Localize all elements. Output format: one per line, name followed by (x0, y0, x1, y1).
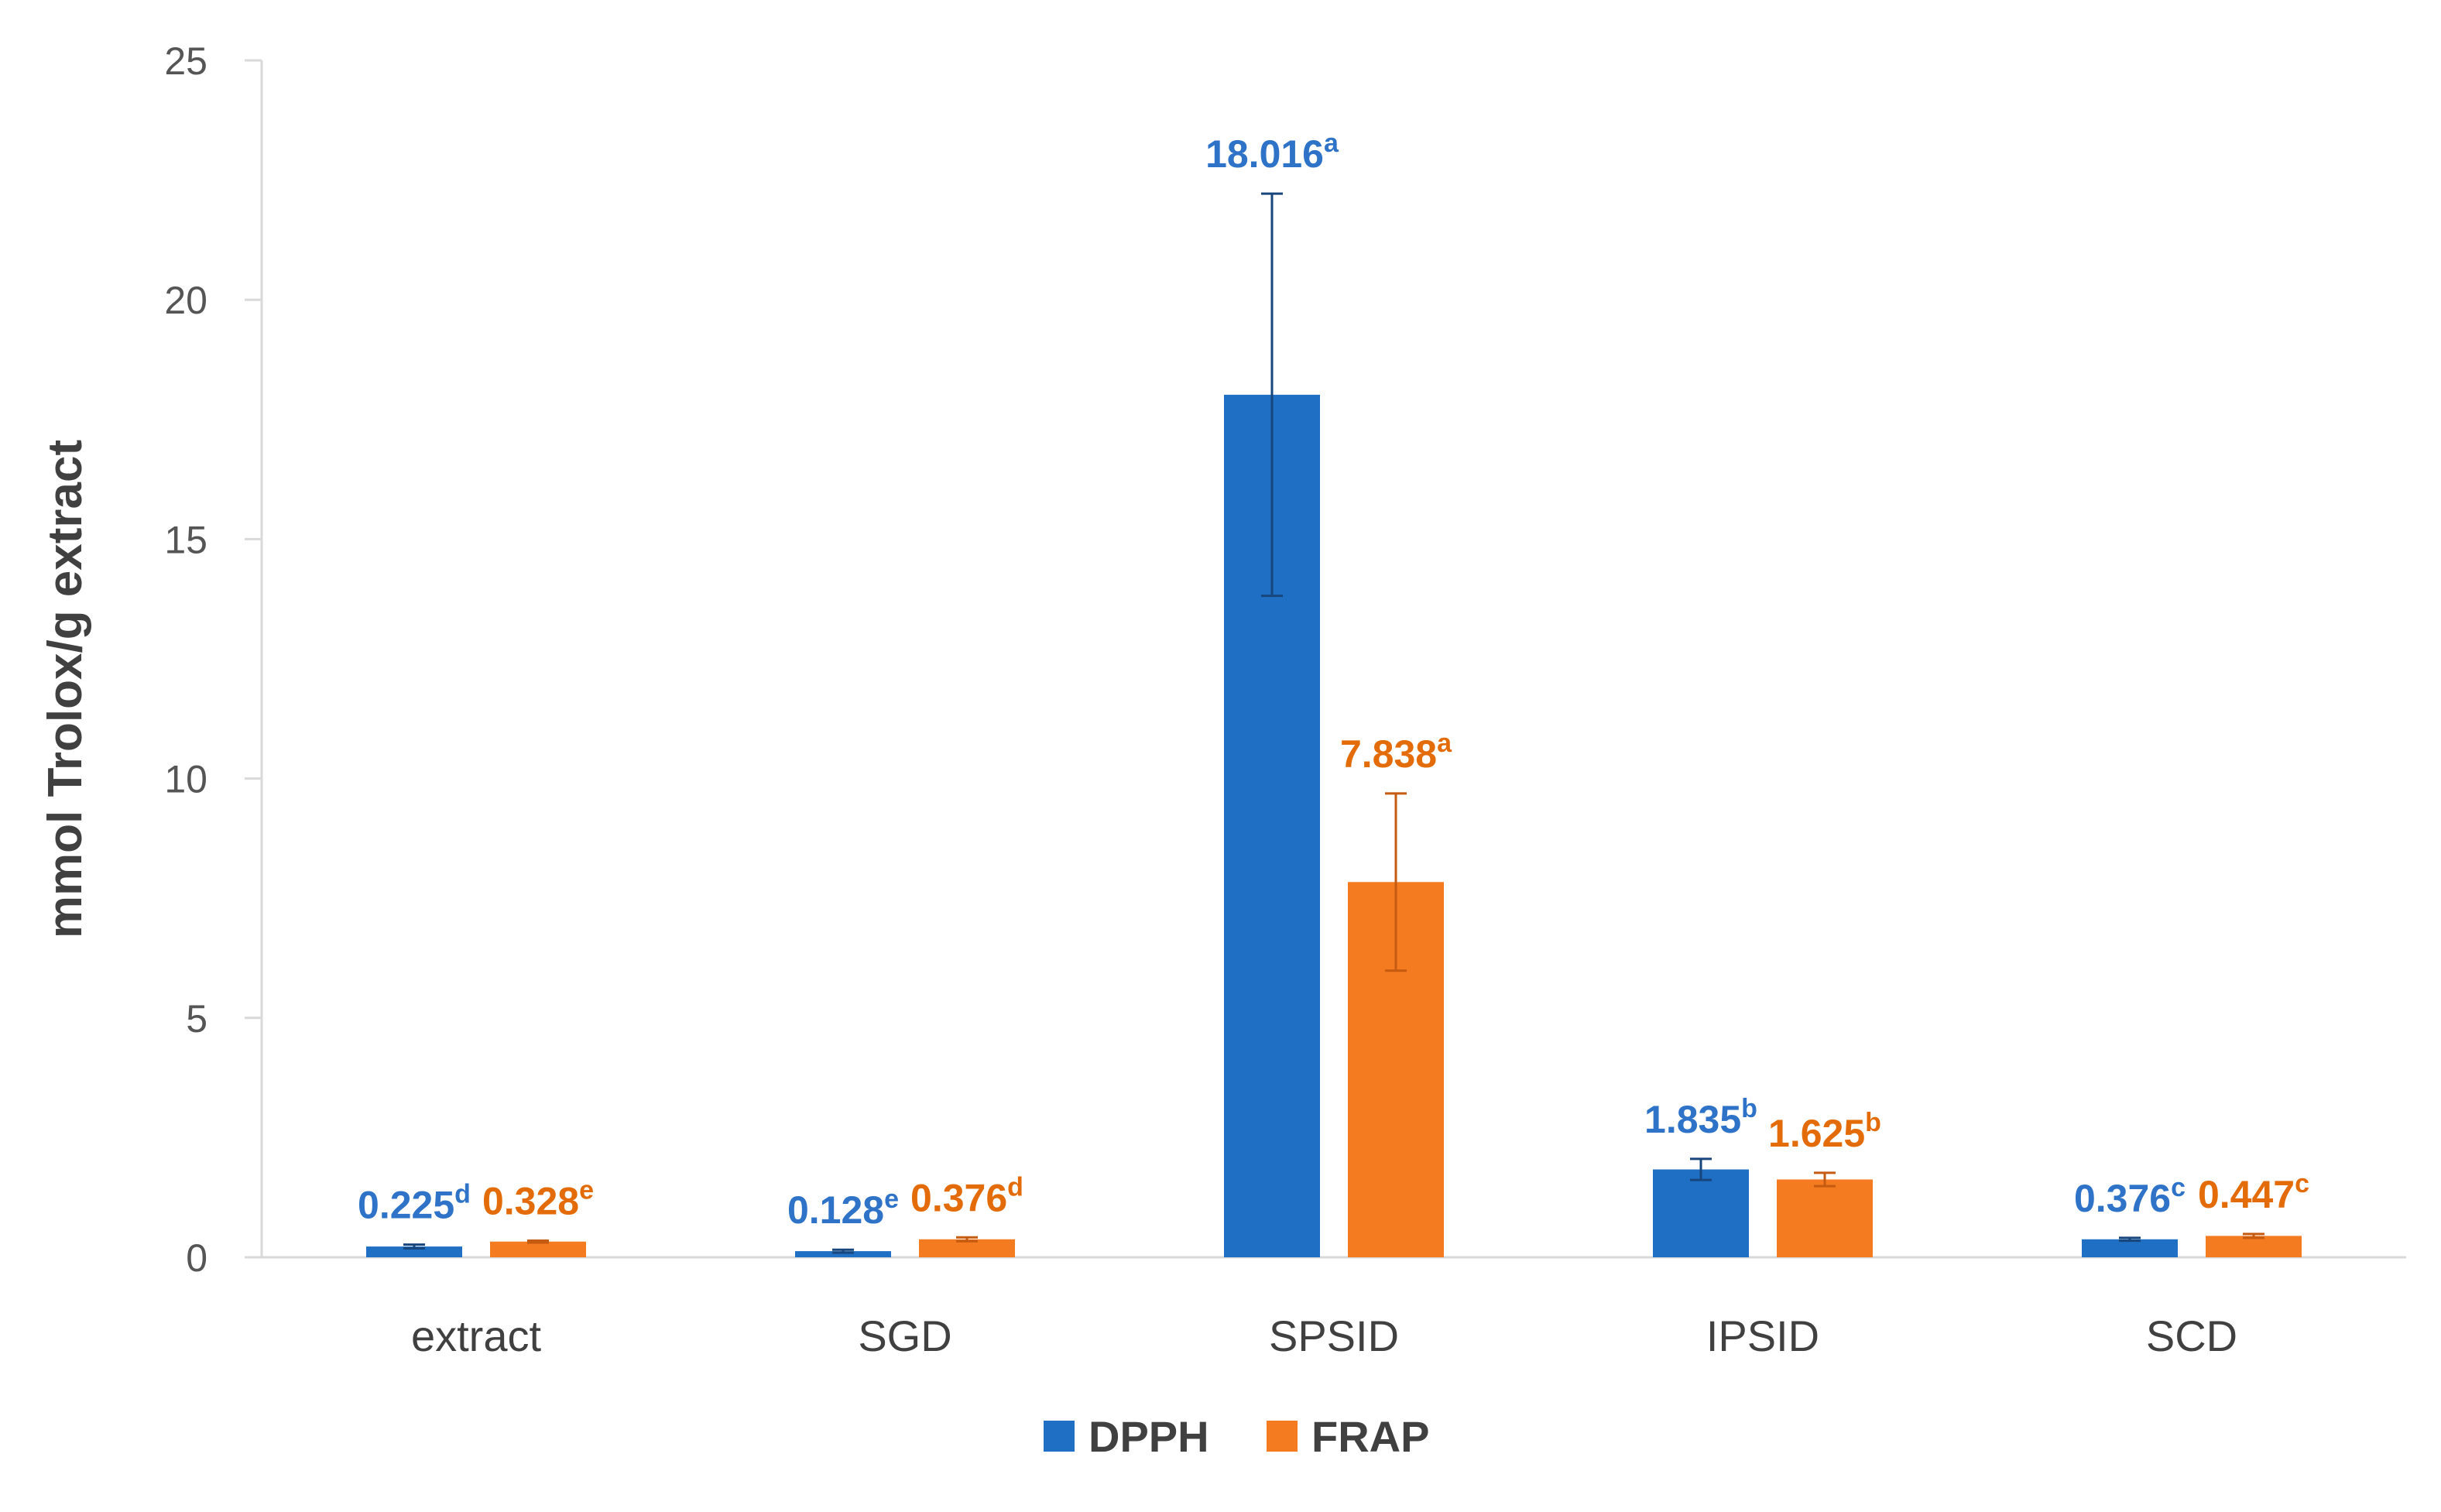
data-label-value: 0.225 (358, 1184, 454, 1227)
data-label-frap: 0.376d (910, 1172, 1023, 1219)
data-label-letter: c (2171, 1173, 2186, 1202)
data-label-letter: b (1741, 1094, 1757, 1123)
x-axis: extract SGD SPSID IPSID SCD (262, 1256, 2406, 1360)
bar-dpph (2082, 1239, 2178, 1257)
bar-frap (919, 1239, 1015, 1257)
y-tick-label: 25 (164, 39, 207, 83)
data-label-value: 0.376 (910, 1176, 1007, 1219)
data-label-dpph: 0.225d (358, 1180, 471, 1227)
y-tick-label: 15 (164, 518, 207, 561)
data-label-letter: e (884, 1185, 899, 1214)
bar-dpph (1653, 1169, 1749, 1257)
data-label-value: 0.328 (482, 1179, 579, 1222)
legend-swatch-frap (1267, 1421, 1298, 1452)
x-tick-label: SGD (858, 1311, 951, 1360)
data-label-frap: 1.625b (1768, 1108, 1881, 1155)
bar-frap (490, 1241, 586, 1257)
legend-swatch-dpph (1044, 1421, 1075, 1452)
y-tick-label: 5 (186, 997, 207, 1041)
data-label-value: 0.376 (2074, 1177, 2171, 1220)
data-label-letter: a (1437, 729, 1452, 758)
data-label-value: 0.447 (2198, 1173, 2295, 1216)
data-label-frap: 7.838a (1340, 729, 1452, 776)
data-label-value: 1.625 (1768, 1112, 1865, 1155)
data-label-value: 7.838 (1340, 732, 1437, 776)
legend: DPPH FRAP (1044, 1412, 1429, 1461)
y-axis-title: mmol Trolox/g extract (39, 440, 92, 938)
data-label-letter: b (1865, 1108, 1881, 1137)
bars (366, 394, 2302, 1257)
bar-dpph (795, 1251, 891, 1257)
x-tick-label: extract (411, 1311, 541, 1360)
bar-frap (2206, 1236, 2302, 1257)
x-tick-label: IPSID (1706, 1311, 1819, 1360)
data-label-value: 0.128 (787, 1188, 884, 1232)
data-label-dpph: 1.835b (1644, 1094, 1757, 1141)
legend-label-frap: FRAP (1311, 1412, 1429, 1461)
bar-frap (1777, 1179, 1873, 1257)
y-tick-label: 0 (186, 1236, 207, 1280)
y-axis: 0 5 10 15 20 25 (164, 39, 263, 1280)
data-label-letter: a (1324, 129, 1339, 158)
data-label-value: 18.016 (1205, 132, 1324, 176)
data-label-letter: d (454, 1180, 471, 1209)
legend-label-dpph: DPPH (1089, 1412, 1209, 1461)
data-label-frap: 0.328e (482, 1175, 594, 1222)
x-tick-label: SCD (2146, 1311, 2237, 1360)
error-bars (403, 192, 2264, 1254)
data-label-letter: c (2295, 1169, 2309, 1198)
y-tick-label: 10 (164, 758, 207, 801)
data-label-dpph: 18.016a (1205, 129, 1339, 176)
data-label-value: 1.835 (1644, 1098, 1741, 1141)
bar-dpph (366, 1246, 462, 1257)
data-label-dpph: 0.128e (787, 1185, 899, 1232)
data-label-dpph: 0.376c (2074, 1173, 2186, 1220)
y-tick-label: 20 (164, 279, 207, 322)
data-label-letter: d (1007, 1172, 1023, 1202)
data-label-frap: 0.447c (2198, 1169, 2309, 1216)
data-label-letter: e (579, 1175, 594, 1205)
x-tick-label: SPSID (1269, 1311, 1399, 1360)
